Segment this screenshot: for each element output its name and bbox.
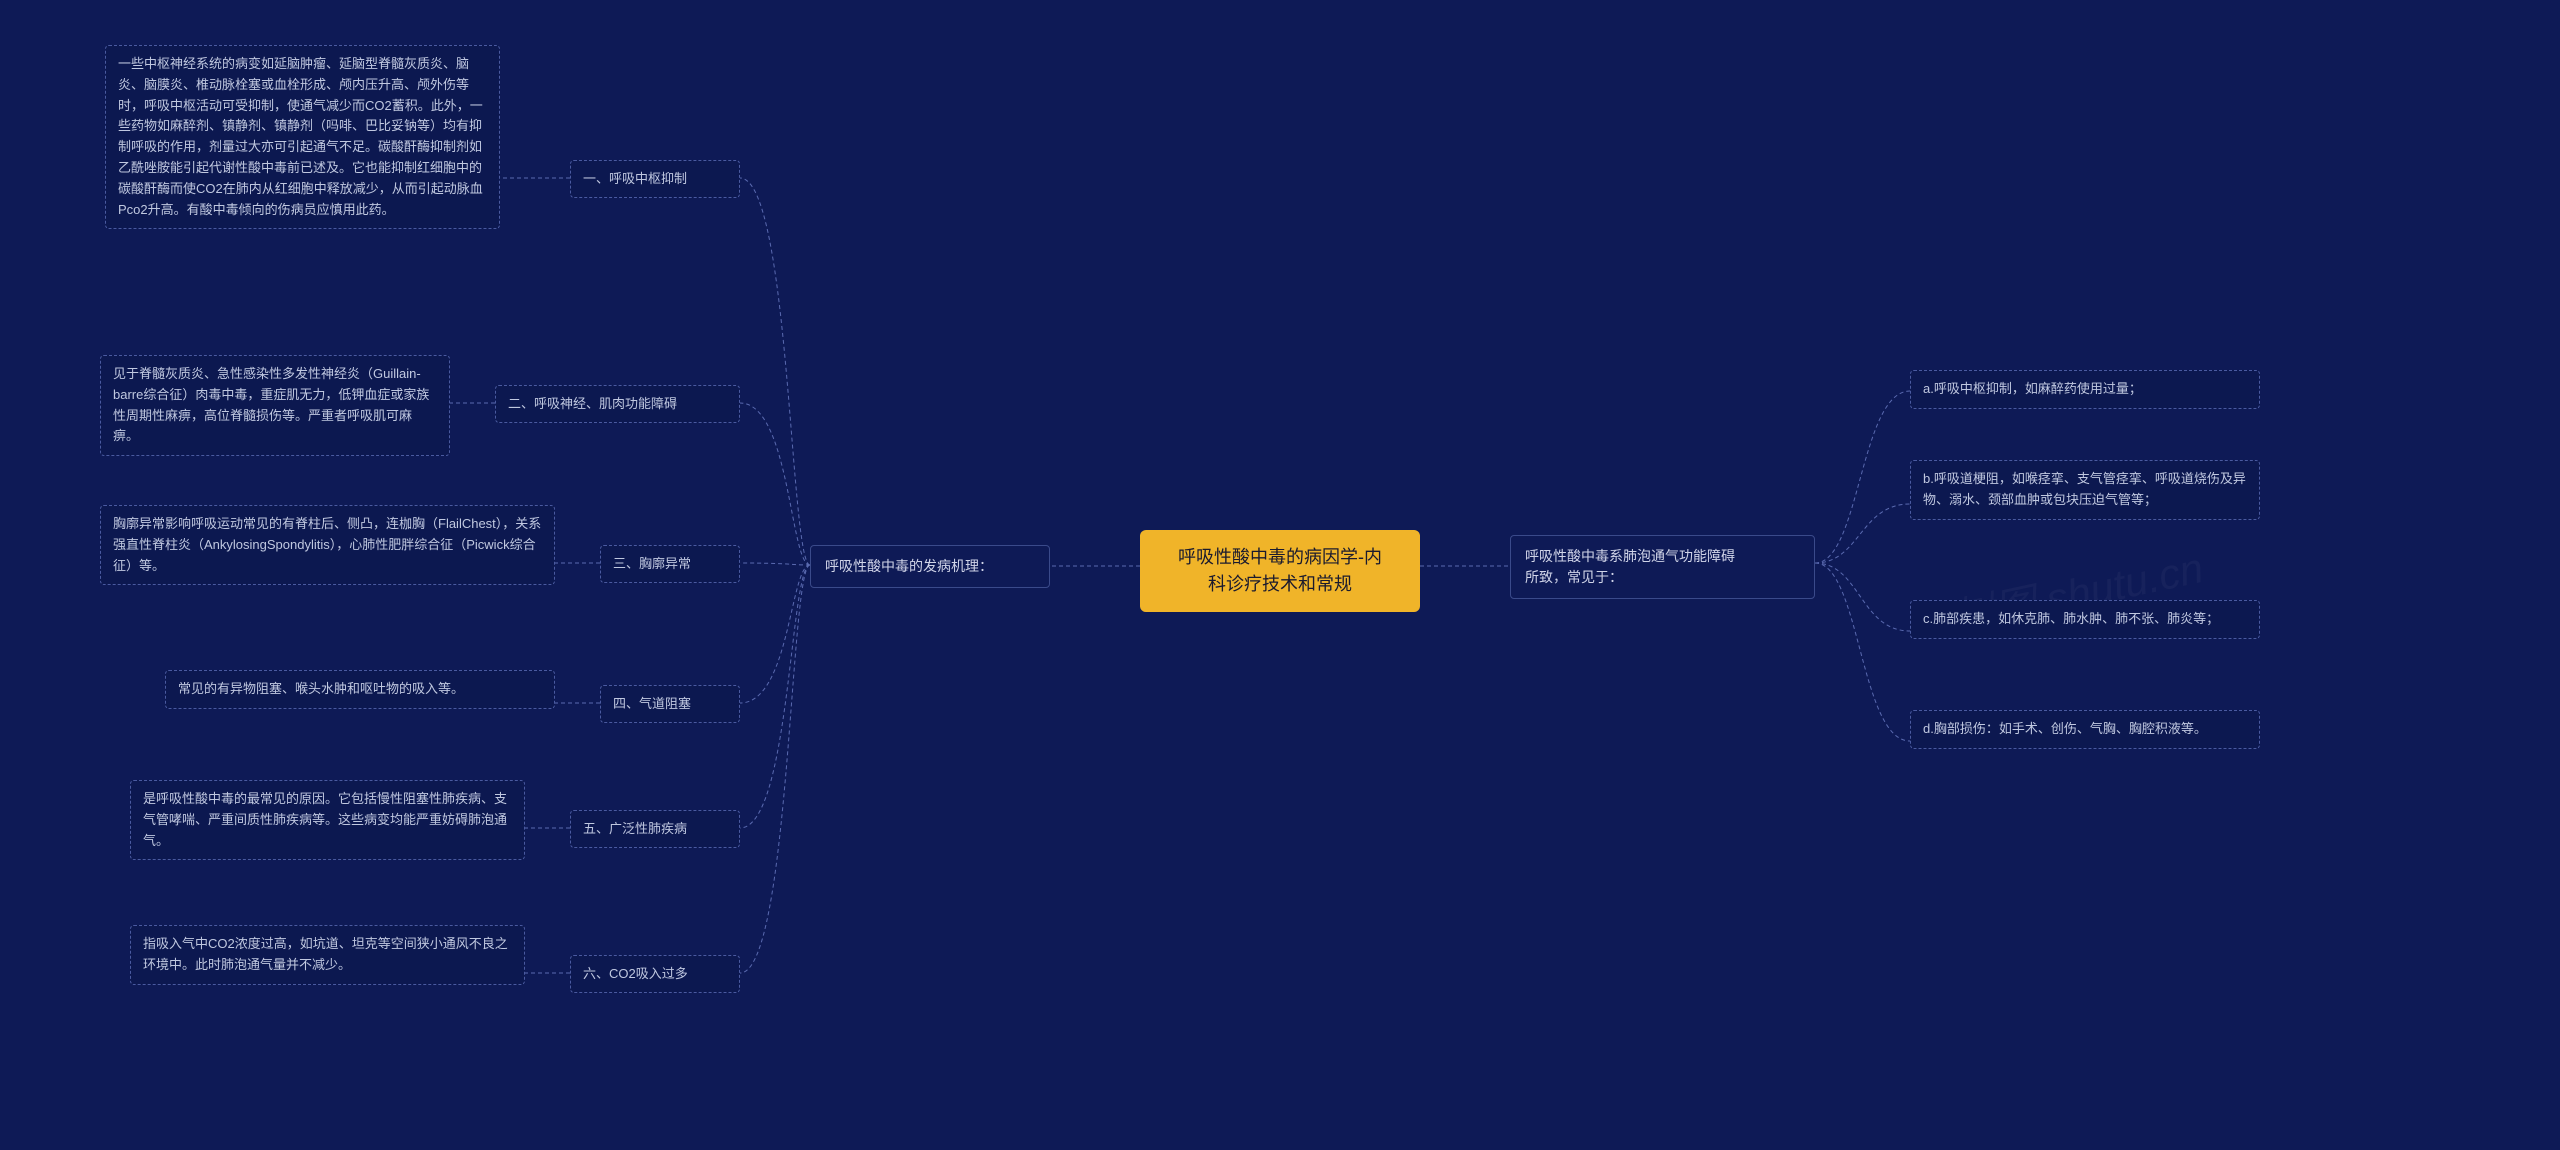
leaf-text: 一些中枢神经系统的病变如延脑肿瘤、延脑型脊髓灰质炎、脑炎、脑膜炎、椎动脉栓塞或血…	[118, 56, 483, 217]
right-branch-label-l1: 呼吸性酸中毒系肺泡通气功能障碍	[1525, 546, 1800, 567]
left-sub-2: 二、呼吸神经、肌肉功能障碍	[495, 385, 740, 423]
left-leaf-3: 胸廓异常影响呼吸运动常见的有脊柱后、侧凸，连枷胸（FlailChest），关系强…	[100, 505, 555, 585]
left-sub-4: 四、气道阻塞	[600, 685, 740, 723]
leaf-text: c.肺部疾患，如休克肺、肺水肿、肺不张、肺炎等；	[1923, 611, 2219, 626]
right-leaf-d: d.胸部损伤：如手术、创伤、气胸、胸腔积液等。	[1910, 710, 2260, 749]
leaf-text: 是呼吸性酸中毒的最常见的原因。它包括慢性阻塞性肺疾病、支气管哮喘、严重间质性肺疾…	[143, 791, 507, 848]
left-sub-6: 六、CO2吸入过多	[570, 955, 740, 993]
leaf-text: b.呼吸道梗阻，如喉痉挛、支气管痉挛、呼吸道烧伤及异物、溺水、颈部血肿或包块压迫…	[1923, 471, 2246, 507]
sub-label: 六、CO2吸入过多	[583, 966, 688, 981]
left-leaf-4: 常见的有异物阻塞、喉头水肿和呕吐物的吸入等。	[165, 670, 555, 709]
leaf-text: a.呼吸中枢抑制，如麻醉药使用过量；	[1923, 381, 2142, 396]
right-leaf-c: c.肺部疾患，如休克肺、肺水肿、肺不张、肺炎等；	[1910, 600, 2260, 639]
left-leaf-2: 见于脊髓灰质炎、急性感染性多发性神经炎（Guillain-barre综合征）肉毒…	[100, 355, 450, 456]
leaf-text: 常见的有异物阻塞、喉头水肿和呕吐物的吸入等。	[178, 681, 464, 696]
center-node: 呼吸性酸中毒的病因学-内 科诊疗技术和常规	[1140, 530, 1420, 612]
sub-label: 一、呼吸中枢抑制	[583, 171, 687, 186]
left-leaf-6: 指吸入气中CO2浓度过高，如坑道、坦克等空间狭小通风不良之环境中。此时肺泡通气量…	[130, 925, 525, 985]
sub-label: 三、胸廓异常	[613, 556, 691, 571]
left-leaf-5: 是呼吸性酸中毒的最常见的原因。它包括慢性阻塞性肺疾病、支气管哮喘、严重间质性肺疾…	[130, 780, 525, 860]
right-branch-label-l2: 所致，常见于：	[1525, 567, 1800, 588]
left-sub-1: 一、呼吸中枢抑制	[570, 160, 740, 198]
left-sub-3: 三、胸廓异常	[600, 545, 740, 583]
center-title-line2: 科诊疗技术和常规	[1160, 571, 1400, 598]
left-branch: 呼吸性酸中毒的发病机理：	[810, 545, 1050, 588]
leaf-text: 见于脊髓灰质炎、急性感染性多发性神经炎（Guillain-barre综合征）肉毒…	[113, 366, 429, 443]
right-branch: 呼吸性酸中毒系肺泡通气功能障碍 所致，常见于：	[1510, 535, 1815, 599]
sub-label: 四、气道阻塞	[613, 696, 691, 711]
left-sub-5: 五、广泛性肺疾病	[570, 810, 740, 848]
right-leaf-b: b.呼吸道梗阻，如喉痉挛、支气管痉挛、呼吸道烧伤及异物、溺水、颈部血肿或包块压迫…	[1910, 460, 2260, 520]
leaf-text: 指吸入气中CO2浓度过高，如坑道、坦克等空间狭小通风不良之环境中。此时肺泡通气量…	[143, 936, 508, 972]
leaf-text: d.胸部损伤：如手术、创伤、气胸、胸腔积液等。	[1923, 721, 2207, 736]
right-leaf-a: a.呼吸中枢抑制，如麻醉药使用过量；	[1910, 370, 2260, 409]
left-leaf-1: 一些中枢神经系统的病变如延脑肿瘤、延脑型脊髓灰质炎、脑炎、脑膜炎、椎动脉栓塞或血…	[105, 45, 500, 229]
sub-label: 二、呼吸神经、肌肉功能障碍	[508, 396, 677, 411]
leaf-text: 胸廓异常影响呼吸运动常见的有脊柱后、侧凸，连枷胸（FlailChest），关系强…	[113, 516, 541, 573]
left-branch-label: 呼吸性酸中毒的发病机理：	[825, 558, 993, 574]
sub-label: 五、广泛性肺疾病	[583, 821, 687, 836]
center-title-line1: 呼吸性酸中毒的病因学-内	[1160, 544, 1400, 571]
